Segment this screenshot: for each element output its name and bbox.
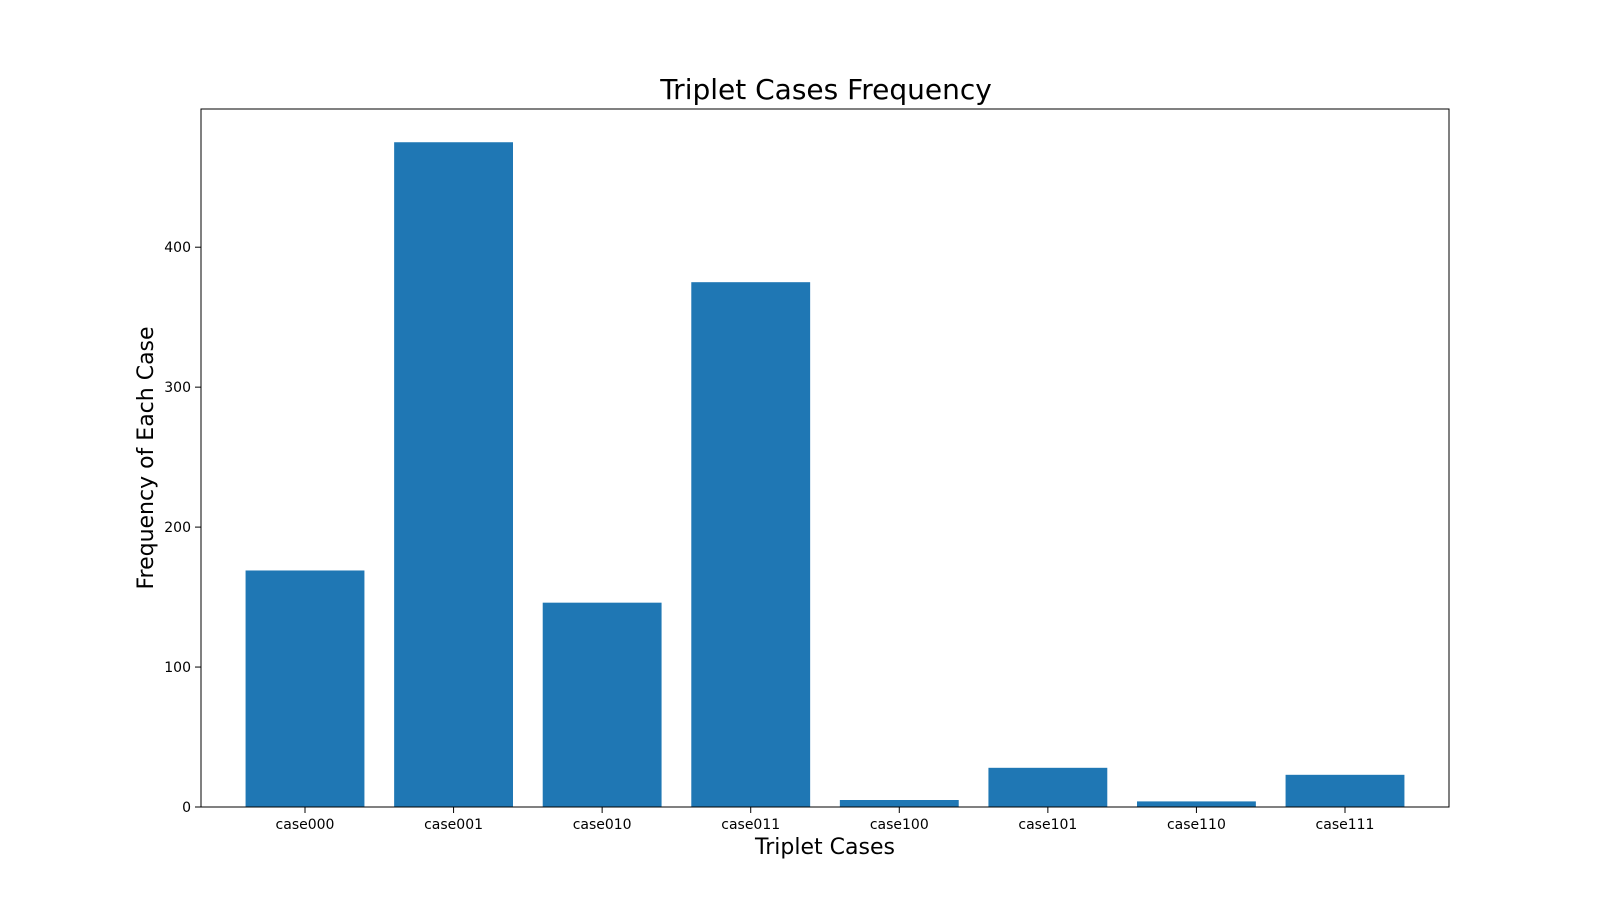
y-axis-label: Frequency of Each Case <box>134 326 159 589</box>
bar-case110 <box>1137 801 1256 807</box>
x-tick-label: case110 <box>1167 817 1226 833</box>
y-tick-label: 0 <box>182 800 191 816</box>
chart-title: Triplet Cases Frequency <box>659 73 992 106</box>
x-axis-label: Triplet Cases <box>754 835 895 860</box>
bars-group <box>245 142 1405 808</box>
y-tick-label: 200 <box>164 520 191 536</box>
bar-case001 <box>394 142 513 808</box>
y-tick-label: 400 <box>164 240 191 256</box>
y-tick-label: 300 <box>164 380 191 396</box>
x-tick-label: case101 <box>1018 817 1077 833</box>
bar-case101 <box>988 767 1108 807</box>
x-tick-label: case010 <box>573 817 632 833</box>
x-tick-label: case100 <box>870 817 929 833</box>
bar-case000 <box>245 570 365 807</box>
plot-frame <box>200 108 1450 808</box>
x-tick-label: case111 <box>1316 817 1375 833</box>
x-tick-label: case001 <box>424 817 483 833</box>
y-axis: 0 100 200 300 400 <box>164 240 201 816</box>
x-axis: case000 case001 case010 case011 case100 case1… <box>276 807 1375 833</box>
x-tick-label: case011 <box>721 817 780 833</box>
bar-case011 <box>691 282 811 807</box>
x-tick-label: case000 <box>276 817 335 833</box>
bar-case111 <box>1285 774 1405 807</box>
y-tick-label: 100 <box>164 660 191 676</box>
bar-case100 <box>839 800 959 807</box>
bar-case010 <box>542 602 662 807</box>
